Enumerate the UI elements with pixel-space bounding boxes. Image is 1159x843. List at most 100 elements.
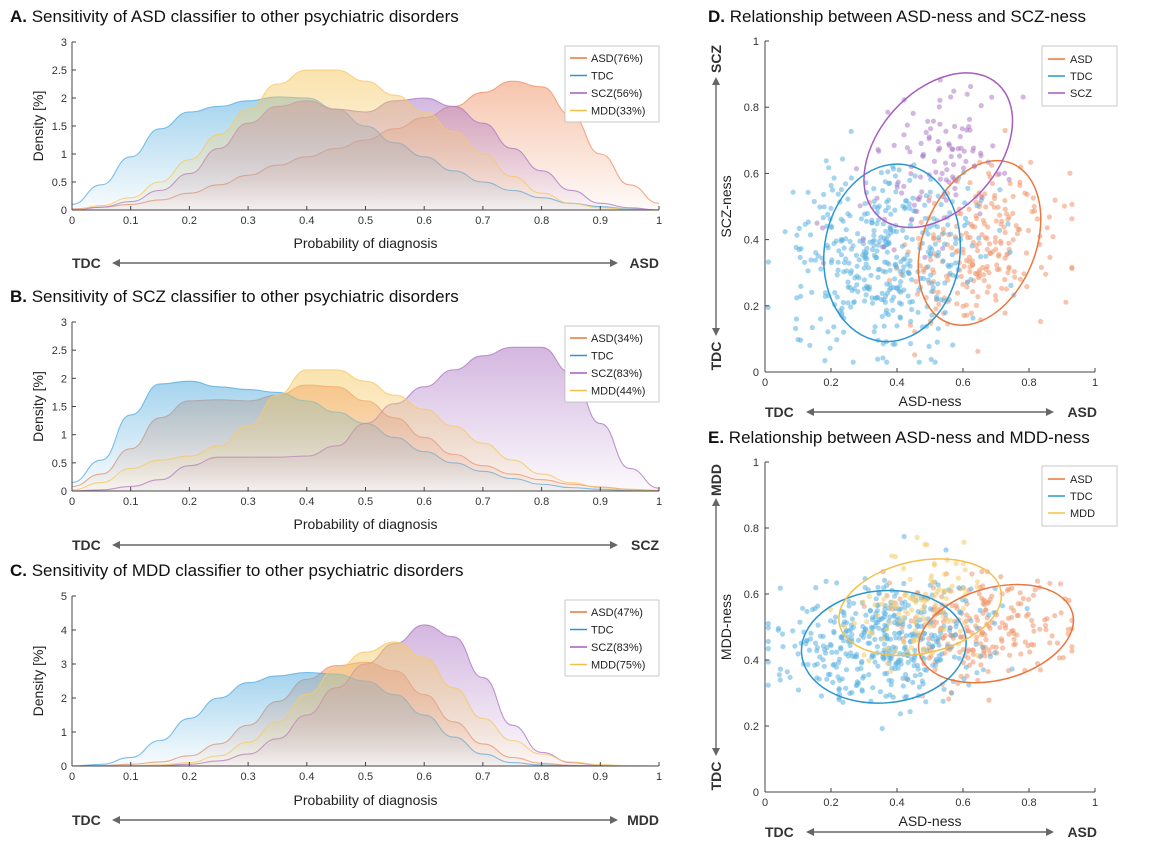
point-tdc (880, 341, 886, 347)
point-tdc (875, 267, 881, 273)
point-tdc (855, 231, 861, 237)
point-asd (1050, 234, 1056, 240)
point-tdc (901, 287, 907, 293)
x-tick-label: 1 (656, 496, 662, 508)
point-tdc (901, 533, 907, 540)
point-tdc (827, 671, 833, 678)
point-asd (993, 218, 1000, 224)
point-scz (928, 126, 934, 132)
point-tdc (932, 241, 939, 247)
point-mdd (974, 652, 981, 659)
point-asd (1047, 640, 1053, 646)
point-asd (1010, 210, 1016, 216)
point-tdc (892, 261, 899, 267)
point-scz (915, 196, 921, 202)
point-tdc (936, 235, 942, 241)
point-tdc (812, 640, 819, 646)
x-tick-label: 0.3 (240, 215, 255, 227)
point-asd (897, 596, 903, 602)
point-asd (997, 238, 1004, 244)
point-tdc (898, 301, 905, 307)
point-tdc (890, 307, 896, 313)
point-asd (958, 634, 964, 640)
x-tick-label: 0.6 (417, 215, 432, 227)
point-tdc (916, 359, 922, 365)
points (765, 77, 1075, 365)
point-tdc (945, 262, 951, 268)
point-tdc (907, 263, 913, 269)
point-scz (958, 145, 964, 151)
point-tdc (817, 316, 824, 322)
point-tdc (822, 290, 829, 296)
ellipse-asd (917, 159, 1042, 326)
point-scz (908, 171, 914, 177)
point-asd (1017, 276, 1024, 282)
point-tdc (898, 606, 904, 612)
point-asd (993, 297, 999, 303)
point-tdc (949, 252, 955, 258)
point-asd (1049, 633, 1055, 639)
point-asd (1004, 587, 1011, 594)
point-tdc (877, 689, 884, 695)
point-mdd (908, 644, 915, 650)
point-tdc (879, 290, 885, 296)
point-asd (976, 273, 983, 279)
point-asd (975, 348, 981, 354)
point-mdd (953, 560, 959, 567)
point-scz (904, 145, 911, 151)
point-mdd (960, 561, 967, 567)
point-tdc (843, 685, 849, 691)
point-tdc (862, 584, 868, 591)
panel-title: D. Relationship between ASD-ness and SCZ… (708, 7, 1086, 26)
point-tdc (897, 635, 903, 641)
x-tick-label: 0.5 (358, 496, 373, 508)
point-tdc (784, 669, 790, 675)
point-tdc (849, 689, 855, 696)
point-mdd (884, 626, 890, 632)
point-tdc (876, 590, 882, 596)
point-tdc (802, 259, 808, 265)
point-tdc (888, 285, 894, 291)
x-tick-label: 0.6 (417, 771, 432, 783)
point-scz (960, 165, 967, 171)
point-mdd (911, 597, 917, 603)
point-tdc (912, 647, 918, 653)
point-asd (1061, 203, 1067, 209)
point-tdc (900, 683, 906, 689)
point-mdd (866, 629, 872, 635)
point-tdc (831, 630, 837, 636)
point-asd (973, 243, 979, 249)
point-asd (991, 204, 997, 210)
x-tick-label: 0 (762, 797, 768, 809)
point-tdc (858, 660, 865, 666)
point-tdc (875, 356, 881, 362)
point-tdc (830, 679, 836, 686)
point-mdd (945, 619, 951, 625)
point-tdc (848, 175, 855, 181)
point-tdc (841, 245, 847, 251)
point-tdc (765, 646, 771, 652)
point-tdc (892, 630, 898, 637)
point-tdc (883, 228, 889, 234)
point-tdc (882, 631, 888, 638)
point-asd (978, 662, 984, 668)
legend-label-tdc: TDC (591, 625, 614, 637)
point-mdd (898, 618, 904, 624)
x-tick-label: 0.9 (593, 771, 608, 783)
point-tdc (887, 267, 893, 273)
point-tdc (847, 284, 853, 290)
point-asd (961, 263, 967, 269)
point-asd (1043, 627, 1049, 633)
point-tdc (929, 280, 935, 286)
x-tick-label: 0.4 (299, 496, 314, 508)
point-tdc (844, 268, 850, 274)
point-asd (1005, 216, 1011, 222)
point-tdc (790, 189, 796, 195)
point-tdc (856, 257, 862, 263)
point-scz (899, 190, 905, 196)
point-mdd (940, 613, 946, 620)
point-tdc (910, 299, 916, 305)
point-tdc (853, 654, 860, 660)
point-tdc (962, 215, 969, 221)
point-tdc (1009, 666, 1015, 672)
